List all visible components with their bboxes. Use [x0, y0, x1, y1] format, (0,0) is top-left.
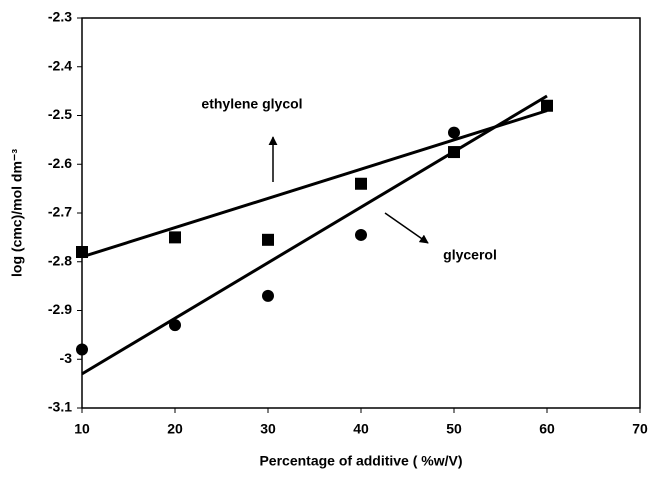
- x-tick-label: 30: [260, 421, 276, 437]
- x-tick-label: 70: [632, 421, 648, 437]
- y-axis-title: log (cmc)/mol dm⁻³: [9, 149, 25, 277]
- annotation: ethylene glycol: [201, 96, 302, 112]
- x-tick-label: 40: [353, 421, 369, 437]
- trend-line: [81, 109, 548, 259]
- plot-frame: [81, 17, 641, 409]
- y-tick-label: -2.7: [48, 204, 72, 220]
- y-tick-label: -2.3: [48, 9, 72, 25]
- marker-square: [355, 177, 367, 190]
- x-axis-title: Percentage of additive ( %w/V): [259, 453, 462, 469]
- marker-square: [169, 231, 181, 244]
- x-tick-label: 50: [446, 421, 462, 437]
- annotation-arrow: [384, 212, 429, 244]
- y-tick-label: -2.6: [48, 155, 72, 171]
- y-tick-label: -2.8: [48, 252, 72, 268]
- annotation: glycerol: [443, 247, 497, 263]
- marker-circle: [355, 228, 367, 241]
- x-tick-label: 60: [539, 421, 555, 437]
- x-tick-label: 20: [167, 421, 183, 437]
- y-tick-label: -2.5: [48, 106, 72, 122]
- marker-circle: [76, 343, 88, 356]
- marker-square: [262, 233, 274, 246]
- trend-line: [81, 94, 548, 376]
- marker-circle: [448, 126, 460, 139]
- y-tick-label: -3.1: [48, 399, 72, 415]
- x-tick-label: 10: [74, 421, 90, 437]
- y-tick-label: -3: [60, 350, 73, 366]
- y-tick-label: -2.9: [48, 301, 72, 317]
- marker-square: [541, 99, 553, 112]
- marker-circle: [262, 289, 274, 302]
- y-tick-label: -2.4: [48, 57, 72, 73]
- marker-square: [76, 246, 88, 258]
- marker-circle: [169, 319, 181, 332]
